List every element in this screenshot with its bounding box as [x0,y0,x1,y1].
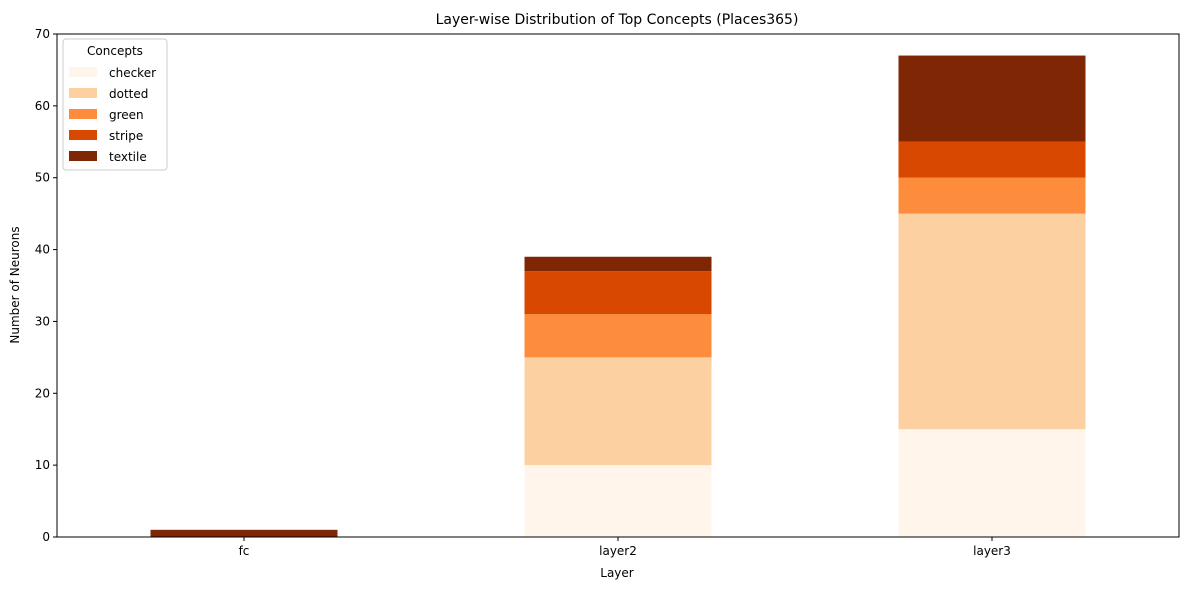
legend-swatch-green [69,109,97,119]
legend-label-textile: textile [109,150,147,164]
y-tick-label: 60 [35,99,50,113]
x-tick-label: fc [239,544,250,558]
y-tick-label: 0 [42,530,50,544]
y-tick-label: 40 [35,243,50,257]
chart-title: Layer-wise Distribution of Top Concepts … [436,12,799,28]
bar-layer2-stripe [524,271,712,315]
y-tick-label: 50 [35,171,50,185]
y-tick-label: 30 [35,314,50,328]
x-axis: fc layer2 layer3 [239,537,1011,558]
bar-layer3-checker [898,429,1086,537]
bars-group [150,55,1086,537]
bar-layer3-dotted [898,213,1086,430]
legend-swatch-stripe [69,130,97,140]
legend-label-stripe: stripe [109,129,143,143]
bar-layer2-checker [524,465,712,537]
bar-layer3-textile [898,55,1086,142]
y-tick-label: 70 [35,27,50,41]
legend-label-green: green [109,108,144,122]
y-tick-label: 20 [35,386,50,400]
legend-swatch-checker [69,67,97,77]
legend-swatch-textile [69,151,97,161]
y-axis-label: Number of Neurons [8,226,22,343]
bar-layer3-green [898,177,1086,214]
x-tick-label: layer2 [599,544,637,558]
legend: Concepts checker dotted green stripe textile [62,38,168,171]
x-tick-label: layer3 [973,544,1011,558]
bar-layer3-stripe [898,141,1086,178]
y-tick-label: 10 [35,458,50,472]
legend-title: Concepts [87,44,143,58]
legend-label-checker: checker [109,66,156,80]
bar-layer2-textile [524,256,712,272]
bar-fc-textile [150,529,338,537]
bar-layer2-dotted [524,357,712,466]
x-axis-label: Layer [600,566,634,580]
legend-label-dotted: dotted [109,87,148,101]
bar-layer2-green [524,314,712,358]
y-axis: 0 10 20 30 40 50 60 70 [35,27,57,544]
legend-swatch-dotted [69,88,97,98]
